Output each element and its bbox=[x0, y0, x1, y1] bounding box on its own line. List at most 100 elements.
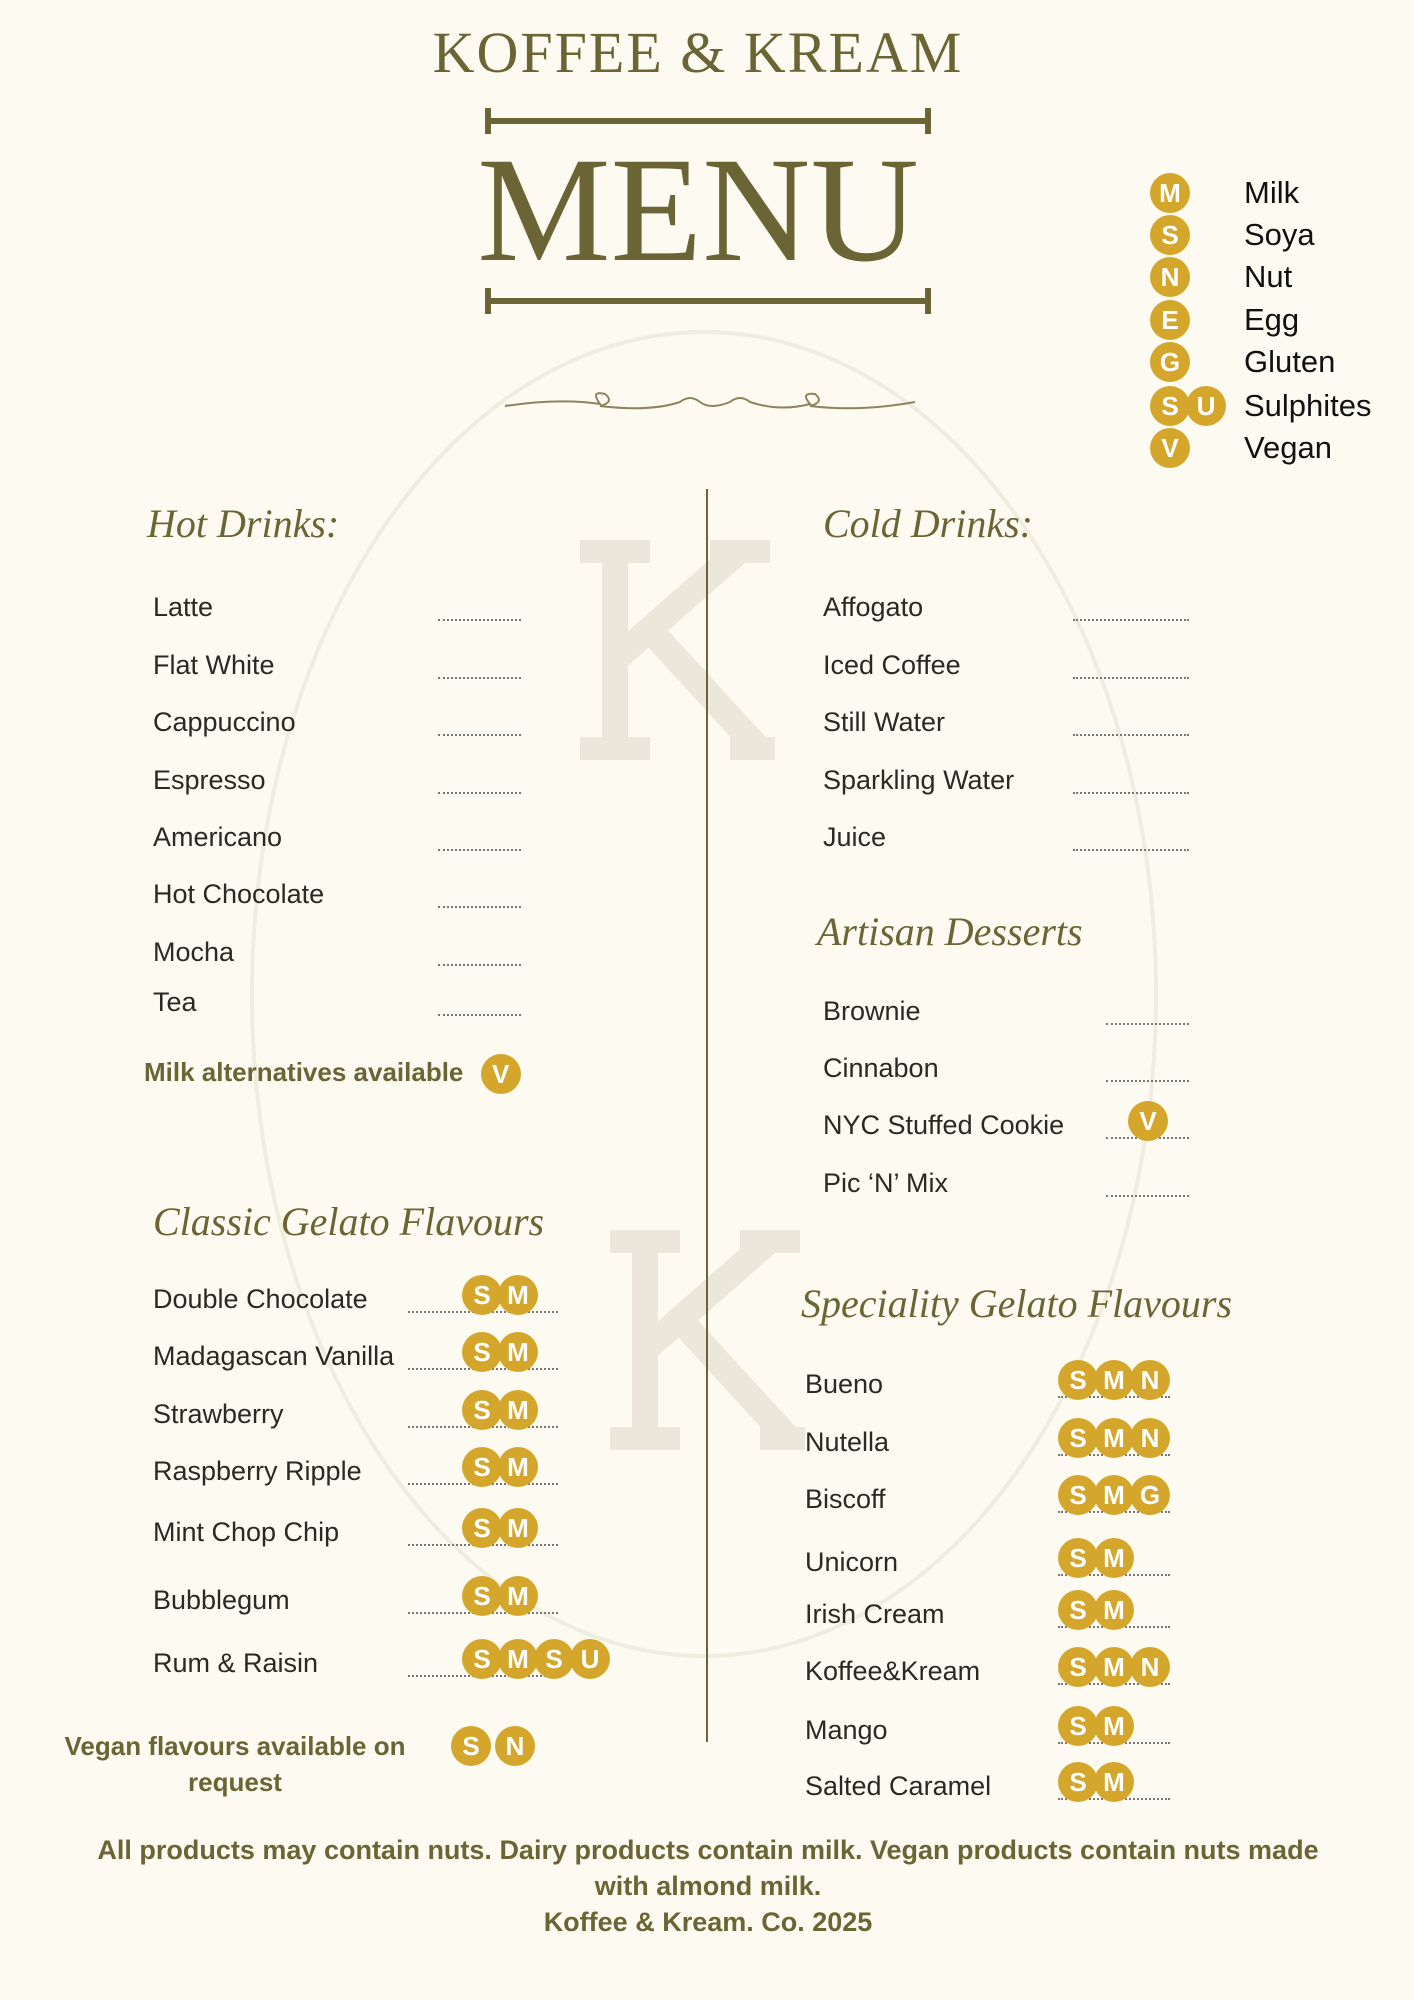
badge-s-icon: S bbox=[462, 1390, 502, 1430]
speciality-gelato-heading: Speciality Gelato Flavours bbox=[801, 1281, 1233, 1326]
badge-u-icon: U bbox=[570, 1639, 610, 1679]
brand-name: KOFFEE & KREAM bbox=[432, 20, 964, 85]
legend-badges: E bbox=[1150, 300, 1244, 340]
menu-item: Biscoff bbox=[805, 1484, 886, 1514]
badge-m-icon: M bbox=[498, 1275, 538, 1315]
badge-u-icon: U bbox=[1186, 386, 1226, 426]
menu-item: Madagascan Vanilla bbox=[153, 1341, 395, 1371]
badge-s-icon: S bbox=[1058, 1475, 1098, 1515]
badge-n-icon: N bbox=[1150, 257, 1190, 297]
menu-item: Sparkling Water bbox=[823, 765, 1015, 795]
watermark-k-logo bbox=[610, 1230, 805, 1450]
menu-item: Iced Coffee bbox=[823, 650, 961, 680]
dotted-leader bbox=[1073, 849, 1189, 851]
badge-s-icon: S bbox=[462, 1576, 502, 1616]
badge-n-icon: N bbox=[1130, 1360, 1170, 1400]
badge-v-icon: V bbox=[1128, 1101, 1168, 1141]
dotted-leader bbox=[1106, 1023, 1189, 1025]
note-text: Milk alternatives available bbox=[144, 1056, 464, 1087]
menu-item: Latte bbox=[153, 592, 214, 622]
legend-badges: M bbox=[1150, 173, 1244, 213]
dotted-leader bbox=[1073, 619, 1189, 621]
badge-m-icon: M bbox=[1094, 1418, 1134, 1458]
badge-s-icon: S bbox=[1058, 1590, 1098, 1630]
dotted-leader bbox=[438, 792, 521, 794]
watermark-k-logo bbox=[580, 540, 775, 760]
badge-m-icon: M bbox=[498, 1332, 538, 1372]
legend-row: S Soya bbox=[1150, 214, 1315, 256]
legend-badges: S bbox=[1150, 215, 1244, 255]
badge-m-icon: M bbox=[498, 1447, 538, 1487]
menu-item: Double Chocolate bbox=[153, 1284, 368, 1314]
badge-s-icon: S bbox=[1058, 1647, 1098, 1687]
title-bar-bottom bbox=[485, 288, 931, 314]
menu-item: Hot Chocolate bbox=[153, 879, 325, 909]
badge-m-icon: M bbox=[1094, 1590, 1134, 1630]
legend-row: N Nut bbox=[1150, 256, 1292, 298]
legend-label: Vegan bbox=[1244, 430, 1332, 465]
note-line: request bbox=[188, 1767, 282, 1797]
allergen-badges: V bbox=[1128, 1101, 1168, 1141]
flourish-divider bbox=[504, 392, 916, 410]
badge-s-icon: S bbox=[1058, 1706, 1098, 1746]
badge-s-icon: S bbox=[1150, 386, 1190, 426]
legend-label: Nut bbox=[1244, 259, 1293, 294]
dotted-leader bbox=[438, 734, 521, 736]
badge-s-icon: S bbox=[462, 1332, 502, 1372]
badge-g-icon: G bbox=[1130, 1475, 1170, 1515]
badge-s-icon: S bbox=[1058, 1538, 1098, 1578]
badge-n-icon: N bbox=[495, 1726, 535, 1766]
badge-m-icon: M bbox=[498, 1390, 538, 1430]
badge-m-icon: M bbox=[1094, 1762, 1134, 1802]
badge-m-icon: M bbox=[1094, 1538, 1134, 1578]
dotted-leader bbox=[1073, 734, 1189, 736]
badge-m-icon: M bbox=[1094, 1647, 1134, 1687]
badge-m-icon: M bbox=[498, 1508, 538, 1548]
menu-item: Unicorn bbox=[805, 1547, 899, 1577]
menu-item: Pic ‘N’ Mix bbox=[823, 1168, 948, 1198]
dotted-leader bbox=[1106, 1195, 1189, 1197]
legend-row: E Egg bbox=[1150, 299, 1299, 341]
menu-item: Espresso bbox=[153, 765, 266, 795]
footer-disclaimer: All products may contain nuts. Dairy pro… bbox=[30, 1832, 1386, 1940]
legend-row: V Vegan bbox=[1150, 427, 1332, 469]
badge-s-icon: S bbox=[462, 1639, 502, 1679]
badge-s-icon: S bbox=[462, 1275, 502, 1315]
badge-e-icon: E bbox=[1150, 300, 1190, 340]
badge-s-icon: S bbox=[462, 1508, 502, 1548]
badge-s-icon: S bbox=[462, 1447, 502, 1487]
legend-label: Gluten bbox=[1244, 344, 1336, 379]
badge-s-icon: S bbox=[1150, 215, 1190, 255]
footer-line: All products may contain nuts. Dairy pro… bbox=[97, 1835, 1319, 1865]
note-line: Vegan flavours available on bbox=[64, 1731, 406, 1761]
menu-item: Strawberry bbox=[153, 1399, 284, 1429]
badge-m-icon: M bbox=[498, 1639, 538, 1679]
menu-item: Tea bbox=[153, 987, 197, 1017]
badge-m-icon: M bbox=[498, 1576, 538, 1616]
menu-item: Still Water bbox=[823, 707, 946, 737]
dotted-leader bbox=[438, 906, 521, 908]
legend-label: Sulphites bbox=[1244, 388, 1372, 423]
menu-item: Mocha bbox=[153, 937, 235, 967]
badge-n-icon: N bbox=[1130, 1418, 1170, 1458]
menu-item: NYC Stuffed Cookie bbox=[823, 1110, 1065, 1140]
desserts-heading: Artisan Desserts bbox=[817, 909, 1083, 954]
badge-v-icon: V bbox=[1150, 428, 1190, 468]
badge-s-icon: S bbox=[534, 1639, 574, 1679]
milk-alternatives-note: Milk alternatives available V bbox=[144, 1054, 521, 1094]
cold-drinks-heading: Cold Drinks: bbox=[823, 501, 1033, 546]
legend-label: Egg bbox=[1244, 302, 1300, 337]
watermark-ring bbox=[250, 330, 1158, 1658]
menu-item: Irish Cream bbox=[805, 1599, 945, 1629]
